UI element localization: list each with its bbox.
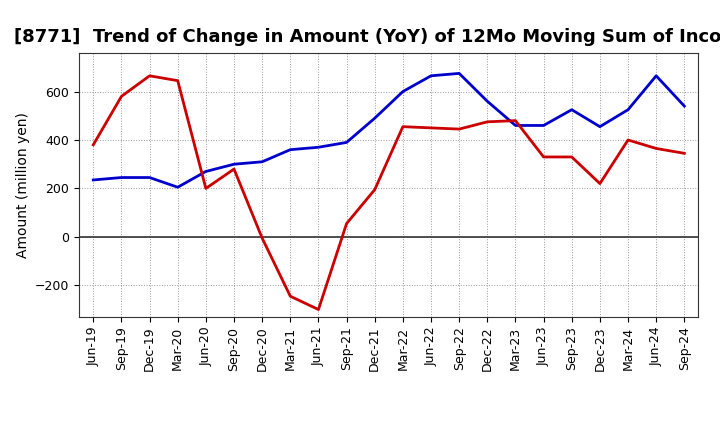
- Ordinary Income: [258, 159, 266, 165]
- Net Income: [455, 126, 464, 132]
- Y-axis label: Amount (million yen): Amount (million yen): [16, 112, 30, 258]
- Ordinary Income: [539, 123, 548, 128]
- Ordinary Income: [567, 107, 576, 112]
- Ordinary Income: [511, 123, 520, 128]
- Net Income: [511, 118, 520, 123]
- Net Income: [314, 307, 323, 312]
- Net Income: [427, 125, 436, 131]
- Ordinary Income: [202, 169, 210, 174]
- Net Income: [145, 73, 154, 78]
- Ordinary Income: [314, 145, 323, 150]
- Net Income: [595, 181, 604, 186]
- Net Income: [652, 146, 660, 151]
- Ordinary Income: [286, 147, 294, 152]
- Net Income: [567, 154, 576, 160]
- Ordinary Income: [230, 161, 238, 167]
- Net Income: [483, 119, 492, 125]
- Ordinary Income: [370, 116, 379, 121]
- Title: [8771]  Trend of Change in Amount (YoY) of 12Mo Moving Sum of Incomes: [8771] Trend of Change in Amount (YoY) o…: [14, 28, 720, 46]
- Line: Net Income: Net Income: [94, 76, 684, 309]
- Net Income: [624, 137, 632, 143]
- Net Income: [399, 124, 408, 129]
- Ordinary Income: [483, 99, 492, 104]
- Net Income: [370, 187, 379, 192]
- Ordinary Income: [455, 71, 464, 76]
- Ordinary Income: [174, 185, 182, 190]
- Net Income: [680, 150, 688, 156]
- Net Income: [286, 293, 294, 299]
- Ordinary Income: [427, 73, 436, 78]
- Net Income: [117, 94, 126, 99]
- Line: Ordinary Income: Ordinary Income: [94, 73, 684, 187]
- Ordinary Income: [89, 177, 98, 183]
- Net Income: [258, 235, 266, 241]
- Net Income: [174, 78, 182, 83]
- Net Income: [539, 154, 548, 160]
- Ordinary Income: [117, 175, 126, 180]
- Net Income: [89, 142, 98, 147]
- Ordinary Income: [595, 124, 604, 129]
- Ordinary Income: [342, 140, 351, 145]
- Ordinary Income: [680, 103, 688, 109]
- Ordinary Income: [624, 107, 632, 112]
- Ordinary Income: [652, 73, 660, 78]
- Net Income: [342, 221, 351, 226]
- Ordinary Income: [399, 89, 408, 94]
- Net Income: [230, 166, 238, 172]
- Ordinary Income: [145, 175, 154, 180]
- Net Income: [202, 186, 210, 191]
